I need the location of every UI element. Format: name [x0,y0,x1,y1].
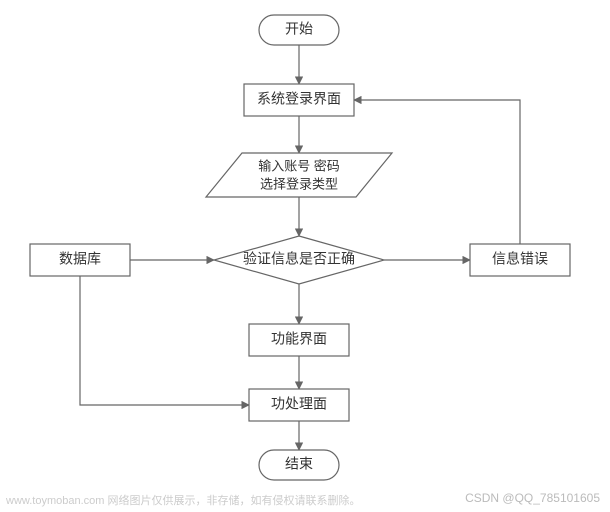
watermark-left: www.toymoban.com 网络图片仅供展示，非存储，如有侵权请联系删除。 [5,493,360,507]
node-label-input-2: 选择登录类型 [260,176,338,191]
node-label-db: 数据库 [59,251,101,267]
edge-error-login_ui [354,100,520,244]
node-label-decision: 验证信息是否正确 [243,251,355,267]
node-label-error: 信息错误 [492,251,548,267]
node-label-start: 开始 [285,21,313,37]
watermark-right: CSDN @QQ_785101605 [465,491,600,505]
node-label-func_proc: 功处理面 [271,396,327,412]
node-end: 结束 [259,450,339,480]
flowchart: 开始系统登录界面输入账号 密码选择登录类型验证信息是否正确数据库信息错误功能界面… [0,0,610,512]
node-func_ui: 功能界面 [249,324,349,356]
node-login_ui: 系统登录界面 [244,84,354,116]
node-label-input-1: 输入账号 密码 [258,158,340,173]
node-func_proc: 功处理面 [249,389,349,421]
node-input: 输入账号 密码选择登录类型 [206,153,392,197]
node-db: 数据库 [30,244,130,276]
node-label-func_ui: 功能界面 [271,331,327,347]
node-label-login_ui: 系统登录界面 [257,91,341,107]
node-start: 开始 [259,15,339,45]
node-error: 信息错误 [470,244,570,276]
node-label-end: 结束 [285,456,313,472]
edge-db-func_proc [80,276,249,405]
node-decision: 验证信息是否正确 [214,236,384,284]
